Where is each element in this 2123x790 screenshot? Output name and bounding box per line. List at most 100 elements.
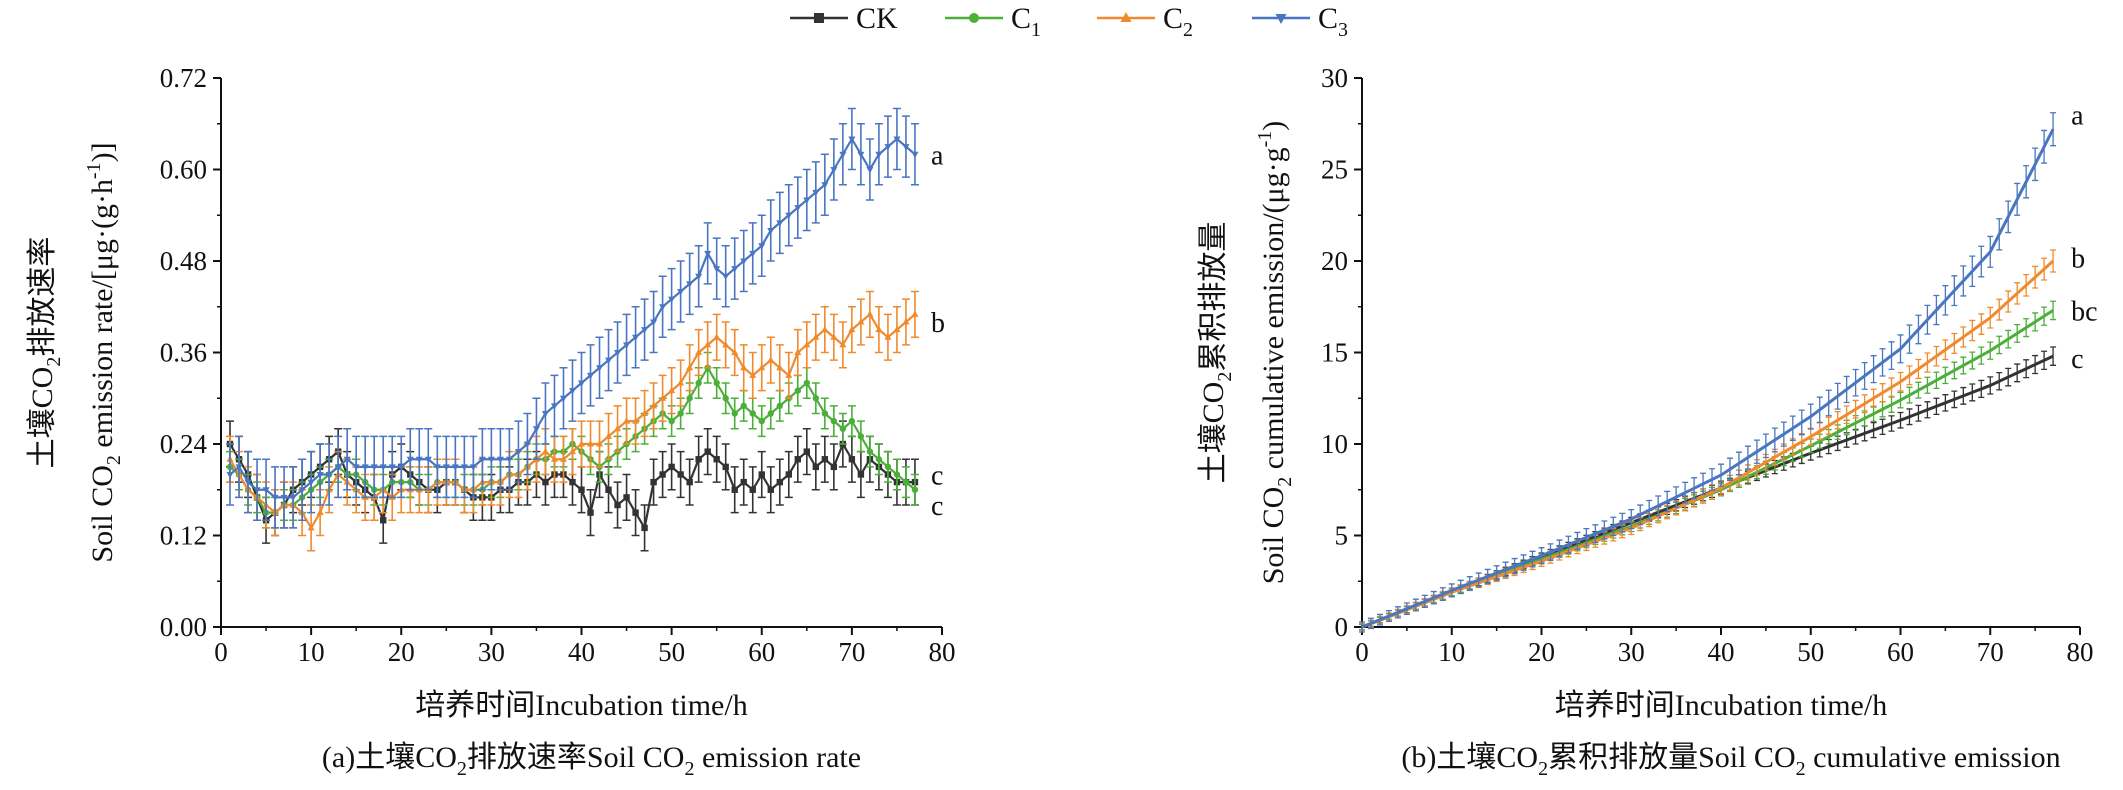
- a-point-C3: [541, 410, 549, 418]
- a-point-C3: [523, 441, 531, 448]
- a-point-C3: [911, 151, 919, 159]
- a-point-C2: [668, 386, 676, 394]
- a-point-C3: [550, 403, 558, 410]
- b-y-tick-label: 30: [1321, 63, 1348, 93]
- a-significance-label: c: [931, 461, 943, 492]
- a-point-C1: [866, 448, 874, 455]
- a-point-C3: [884, 144, 892, 151]
- a-point-C3: [424, 456, 432, 464]
- b-y-tick-label: 5: [1335, 521, 1349, 551]
- a-point-C3: [848, 136, 856, 143]
- a-point-C2: [713, 333, 721, 340]
- a-point-C2: [307, 524, 315, 531]
- b-x-tick-label: 40: [1708, 637, 1735, 667]
- a-point-C2: [893, 325, 901, 333]
- legend: CK C1 C2 C3: [790, 2, 1348, 41]
- a-point-C2: [559, 455, 567, 462]
- a-point-C3: [388, 464, 396, 471]
- a-x-tick-label: 40: [568, 637, 595, 667]
- a-point-CK: [848, 456, 856, 463]
- a-point-CK: [677, 471, 684, 478]
- b-y-axis-title-zh: 土壤CO2累积排放量: [1197, 222, 1236, 484]
- a-x-tick-label: 60: [748, 637, 775, 667]
- a-point-C3: [496, 456, 504, 464]
- a-point-C3: [785, 212, 793, 220]
- b-x-tick-label: 0: [1355, 637, 1369, 667]
- a-point-C1: [731, 410, 738, 417]
- a-point-C3: [776, 220, 784, 227]
- a-point-C1: [893, 471, 901, 478]
- a-point-C1: [677, 410, 684, 417]
- a-point-CK: [587, 509, 594, 516]
- a-point-C3: [821, 182, 829, 189]
- panel-b-cumulative-emission: 0 10 20 30 40 50 60 70 80 0 5 10 15 20 25 30 培养时间Incubat…: [1197, 63, 2098, 780]
- a-point-CK: [821, 456, 829, 463]
- a-point-C2: [316, 508, 324, 516]
- a-point-CK: [569, 478, 576, 486]
- a-y-tick-label: 0.00: [160, 612, 207, 642]
- a-point-C3: [406, 456, 414, 464]
- a-point-C1: [722, 395, 729, 402]
- a-point-C1: [821, 410, 829, 417]
- a-point-C2: [839, 341, 847, 348]
- a-point-C1: [875, 456, 883, 463]
- a-point-CK: [632, 509, 639, 516]
- b-x-tick-label: 70: [1977, 637, 2004, 667]
- a-point-C3: [244, 479, 252, 486]
- a-point-C3: [559, 395, 567, 403]
- legend-label-2: C2: [1163, 2, 1193, 41]
- a-point-C2: [541, 447, 549, 455]
- a-point-C2: [650, 402, 658, 409]
- a-point-CK: [578, 486, 585, 493]
- a-point-C3: [334, 464, 342, 471]
- a-point-CK: [830, 463, 838, 471]
- legend-marker-3: [1275, 14, 1287, 24]
- a-significance-label: a: [931, 140, 944, 171]
- a-point-C3: [794, 205, 802, 212]
- a-point-CK: [794, 456, 801, 463]
- a-point-C3: [361, 464, 369, 471]
- a-point-CK: [767, 486, 774, 493]
- a-point-C1: [812, 395, 820, 402]
- b-significance-label: bc: [2071, 296, 2097, 327]
- a-point-C3: [298, 487, 306, 494]
- a-point-CK: [542, 478, 549, 486]
- b-line-C3: [1361, 128, 2055, 629]
- a-point-C2: [812, 333, 820, 340]
- a-point-C1: [740, 402, 747, 410]
- a-point-C2: [605, 432, 613, 439]
- a-point-C3: [469, 464, 477, 471]
- a-point-C3: [325, 471, 333, 479]
- a-point-C3: [487, 456, 495, 464]
- a-point-C3: [379, 464, 387, 471]
- a-point-C3: [677, 288, 685, 296]
- a-x-tick-label: 10: [298, 637, 325, 667]
- a-point-C2: [568, 447, 577, 455]
- b-series-C2: [1359, 249, 2057, 631]
- a-point-C3: [614, 349, 622, 357]
- a-point-C3: [740, 258, 748, 265]
- a-point-C1: [902, 478, 910, 486]
- a-y-tick-label: 0.72: [160, 63, 207, 93]
- b-x-tick-label: 20: [1528, 637, 1555, 667]
- b-x-tick-label: 10: [1438, 637, 1465, 667]
- a-y-axis-title-zh: 土壤CO2排放速率: [26, 237, 65, 469]
- b-significance-label: c: [2071, 344, 2083, 375]
- a-point-C3: [704, 250, 712, 258]
- a-point-C3: [686, 281, 694, 288]
- a-caption: (a)土壤CO2排放速率Soil CO2 emission rate: [322, 741, 861, 780]
- a-point-C3: [343, 456, 351, 464]
- b-x-axis-title: 培养时间Incubation time/h: [1555, 689, 1887, 722]
- b-significance-label: b: [2071, 243, 2085, 274]
- a-point-C3: [623, 342, 631, 349]
- a-x-tick-label: 50: [658, 637, 685, 667]
- a-point-C1: [767, 410, 774, 417]
- a-point-CK: [686, 478, 693, 486]
- a-point-C2: [767, 356, 775, 363]
- a-point-C3: [767, 227, 775, 235]
- a-point-C2: [866, 310, 874, 317]
- b-y-tick-label: 15: [1321, 338, 1348, 368]
- a-point-C3: [442, 464, 450, 471]
- a-point-C3: [596, 365, 604, 372]
- a-point-C1: [668, 417, 675, 425]
